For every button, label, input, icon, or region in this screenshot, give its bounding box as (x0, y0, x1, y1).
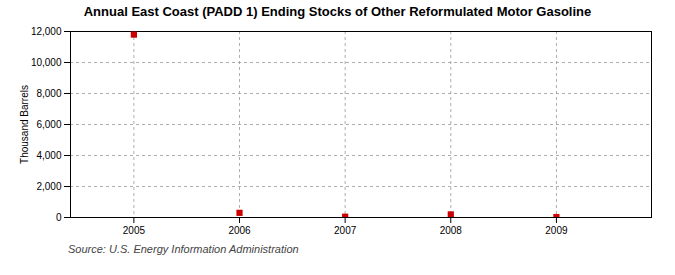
svg-text:2005: 2005 (123, 225, 146, 236)
svg-text:2009: 2009 (545, 225, 568, 236)
svg-text:2,000: 2,000 (36, 181, 61, 192)
svg-text:2006: 2006 (228, 225, 251, 236)
svg-text:12,000: 12,000 (31, 26, 62, 37)
svg-text:6,000: 6,000 (36, 119, 61, 130)
svg-text:4,000: 4,000 (36, 150, 61, 161)
svg-text:8,000: 8,000 (36, 88, 61, 99)
svg-text:Thousand Barrels: Thousand Barrels (19, 85, 30, 164)
svg-text:2007: 2007 (334, 225, 357, 236)
svg-text:0: 0 (56, 212, 62, 223)
html-text:Annual East Coast (PADD 1) End: Annual East Coast (PADD 1) Ending Stocks… (83, 4, 592, 19)
svg-text:2008: 2008 (440, 225, 463, 236)
html-text:Source: U.S. Energy Informatio: Source: U.S. Energy Information Administ… (68, 243, 299, 255)
svg-text:10,000: 10,000 (31, 57, 62, 68)
